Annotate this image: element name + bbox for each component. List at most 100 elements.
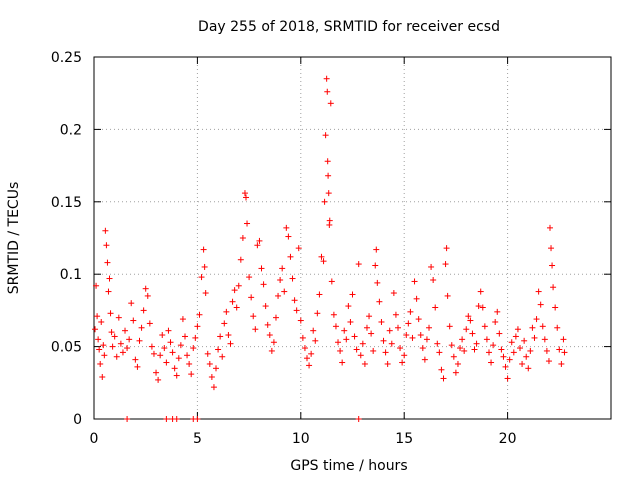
data-point bbox=[92, 326, 99, 333]
data-point bbox=[434, 340, 441, 347]
data-point bbox=[320, 258, 327, 265]
data-point bbox=[370, 347, 377, 354]
data-point bbox=[113, 353, 120, 360]
data-point bbox=[106, 275, 113, 282]
data-point bbox=[256, 237, 263, 244]
data-point bbox=[496, 330, 503, 337]
data-point bbox=[128, 300, 135, 307]
data-point bbox=[514, 326, 521, 333]
data-point bbox=[165, 327, 172, 334]
data-point bbox=[366, 313, 373, 320]
data-point bbox=[194, 416, 201, 422]
data-point bbox=[146, 320, 153, 327]
data-point bbox=[227, 340, 234, 347]
data-point bbox=[506, 356, 513, 363]
data-point bbox=[415, 316, 422, 323]
x-axis-label: GPS time / hours bbox=[290, 458, 407, 474]
data-point bbox=[541, 336, 548, 343]
data-point bbox=[373, 246, 380, 253]
data-point bbox=[519, 360, 526, 367]
data-point bbox=[192, 334, 199, 341]
data-point bbox=[248, 294, 255, 301]
data-point bbox=[328, 278, 335, 285]
data-point bbox=[140, 307, 147, 314]
data-point bbox=[533, 316, 540, 323]
data-point bbox=[349, 291, 356, 298]
data-point bbox=[210, 384, 217, 391]
data-point bbox=[521, 337, 528, 344]
data-point bbox=[250, 313, 257, 320]
data-point bbox=[130, 317, 137, 324]
data-point bbox=[142, 285, 149, 292]
data-point bbox=[558, 360, 565, 367]
data-point bbox=[97, 360, 104, 367]
data-point bbox=[198, 274, 205, 281]
data-point bbox=[138, 324, 145, 331]
data-point bbox=[471, 346, 478, 353]
data-point bbox=[242, 194, 249, 201]
data-point bbox=[254, 242, 261, 249]
data-point bbox=[179, 316, 186, 323]
data-point bbox=[268, 347, 275, 354]
data-point bbox=[353, 346, 360, 353]
data-point bbox=[546, 224, 553, 231]
data-point bbox=[102, 227, 109, 234]
data-point bbox=[264, 321, 271, 328]
data-point bbox=[96, 346, 103, 353]
data-point bbox=[134, 363, 141, 370]
data-point bbox=[428, 263, 435, 270]
data-point bbox=[500, 353, 507, 360]
x-tick-label: 15 bbox=[395, 431, 413, 447]
data-point bbox=[504, 375, 511, 382]
data-point bbox=[322, 132, 329, 139]
data-point bbox=[502, 363, 509, 370]
data-point bbox=[304, 355, 311, 362]
data-point bbox=[372, 262, 379, 269]
data-point bbox=[109, 343, 116, 350]
data-point bbox=[326, 217, 333, 224]
data-point bbox=[444, 292, 451, 299]
data-point bbox=[477, 288, 484, 295]
data-point bbox=[196, 311, 203, 318]
data-point bbox=[443, 245, 450, 252]
data-point bbox=[175, 355, 182, 362]
data-point bbox=[297, 317, 304, 324]
data-point bbox=[201, 263, 208, 270]
data-point bbox=[277, 276, 284, 283]
data-point bbox=[469, 330, 476, 337]
data-point bbox=[163, 359, 170, 366]
data-point bbox=[397, 345, 404, 352]
data-point bbox=[93, 282, 100, 289]
data-point bbox=[167, 339, 174, 346]
data-point bbox=[479, 304, 486, 311]
data-point bbox=[316, 291, 323, 298]
data-point bbox=[454, 360, 461, 367]
data-point bbox=[275, 292, 282, 299]
data-point bbox=[208, 374, 215, 381]
data-point bbox=[347, 318, 354, 325]
data-point bbox=[330, 311, 337, 318]
data-point bbox=[221, 320, 228, 327]
x-tick-label: 20 bbox=[499, 431, 517, 447]
data-point bbox=[157, 352, 164, 359]
data-point bbox=[148, 343, 155, 350]
data-point bbox=[440, 375, 447, 382]
data-point bbox=[204, 350, 211, 357]
data-point bbox=[545, 358, 552, 365]
data-point bbox=[411, 278, 418, 285]
data-point bbox=[213, 365, 220, 372]
data-point bbox=[301, 345, 308, 352]
data-point bbox=[225, 332, 232, 339]
data-point bbox=[99, 374, 106, 381]
data-point bbox=[231, 287, 238, 294]
data-point bbox=[321, 198, 328, 205]
data-point bbox=[241, 190, 248, 197]
data-point bbox=[281, 288, 288, 295]
data-point bbox=[119, 349, 126, 356]
data-point bbox=[260, 281, 267, 288]
data-point bbox=[237, 256, 244, 263]
data-point bbox=[465, 313, 472, 320]
chart-title: Day 255 of 2018, SRMTID for receiver ecs… bbox=[198, 19, 500, 35]
data-point bbox=[378, 318, 385, 325]
